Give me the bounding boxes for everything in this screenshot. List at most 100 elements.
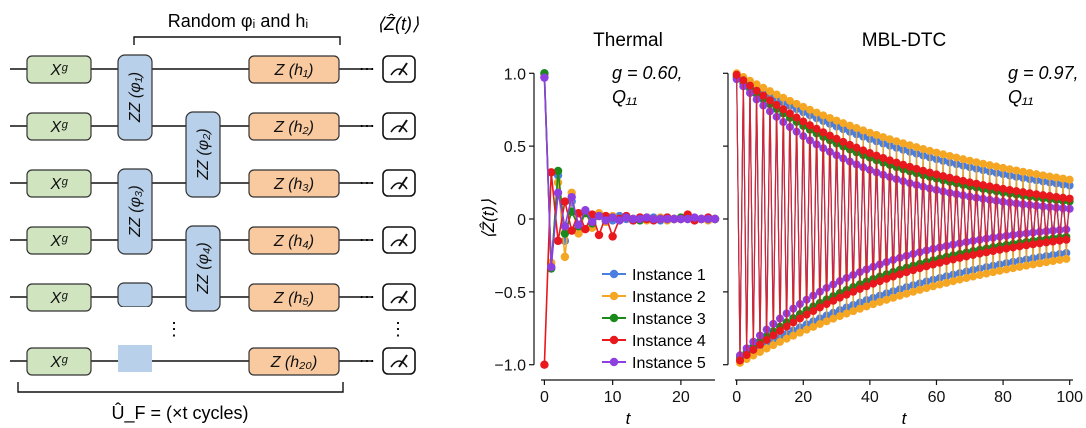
data-point: [789, 331, 798, 340]
data-point: [965, 178, 974, 187]
data-point: [855, 304, 864, 313]
data-point: [979, 181, 988, 190]
measurement-icon: [382, 112, 416, 140]
data-point: [999, 163, 1008, 172]
data-point: [802, 310, 811, 319]
data-point: [540, 360, 549, 369]
data-point: [1015, 262, 1024, 271]
data-point: [859, 146, 868, 155]
data-point: [952, 190, 961, 199]
svg-text:Xᵍ: Xᵍ: [50, 62, 69, 79]
data-point: [1019, 188, 1028, 197]
data-point: [832, 134, 841, 143]
data-point: [762, 335, 771, 344]
data-point: [949, 277, 958, 286]
data-point: [1025, 168, 1034, 177]
data-point: [942, 257, 951, 266]
measure-header: ⟨Ẑ(t)⟩: [377, 14, 419, 34]
chart-annotation: Q₁₁: [1008, 87, 1034, 107]
data-point: [839, 119, 848, 128]
data-point: [1022, 261, 1031, 270]
data-point: [889, 272, 898, 281]
data-point: [1009, 264, 1018, 273]
data-point: [782, 334, 791, 343]
data-point: [835, 312, 844, 321]
data-point: [749, 351, 758, 360]
data-point: [905, 141, 914, 150]
data-point: [849, 287, 858, 296]
data-point: [1059, 204, 1068, 213]
data-point: [932, 148, 941, 157]
legend: Instance 1 Instance 2 Instance 3 Instance 4…: [602, 267, 706, 372]
data-point: [792, 99, 801, 108]
data-point: [1055, 255, 1064, 264]
data-point: [690, 213, 699, 222]
data-point: [959, 155, 968, 164]
ellipsis-dots: ⋯: [359, 61, 375, 78]
data-point: [1059, 193, 1068, 202]
data-point: [802, 325, 811, 334]
data-point: [1032, 201, 1041, 210]
data-point: [842, 309, 851, 318]
svg-text:Xᵍ: Xᵍ: [50, 176, 69, 193]
legend-label: Instance 3: [632, 311, 706, 328]
data-point: [540, 73, 549, 82]
data-point: [995, 245, 1004, 254]
data-point: [932, 170, 941, 179]
data-point: [789, 318, 798, 327]
data-point: [829, 314, 838, 323]
data-point: [759, 83, 768, 92]
data-point: [965, 192, 974, 201]
ellipsis-dots: ⋯: [359, 289, 375, 306]
data-point: [962, 274, 971, 283]
data-point: [795, 314, 804, 323]
data-point: [1019, 167, 1028, 176]
y-axis-label: ⟨Ẑ(t)⟩: [479, 199, 498, 239]
data-point: [892, 137, 901, 146]
data-point: [1029, 260, 1038, 269]
svg-text:Xᵍ: Xᵍ: [50, 233, 69, 250]
x-gate: Xᵍ: [26, 283, 92, 312]
data-point: [594, 230, 604, 240]
z-gate: Z (h₅): [248, 283, 340, 312]
data-point: [779, 93, 788, 102]
data-point: [985, 182, 994, 191]
data-point: [809, 306, 818, 315]
z-gate: Z (h₁): [248, 55, 340, 84]
data-point: [932, 185, 941, 194]
data-point: [895, 270, 904, 279]
chart-axes: 0 10 20 t −1.0 −0.5 0 0.5 1.0 Thermal: [494, 30, 715, 428]
data-point: [912, 143, 921, 152]
data-point: [909, 287, 918, 296]
data-point: [775, 326, 784, 335]
data-point: [1039, 171, 1048, 180]
ellipsis-dots: ⋯: [359, 118, 375, 135]
y-tick-label: −1.0: [494, 358, 526, 375]
data-point: [785, 109, 794, 118]
ellipsis-dots: ⋯: [359, 175, 375, 192]
data-point: [1065, 194, 1074, 203]
data-point: [1029, 240, 1038, 249]
data-point: [560, 229, 570, 238]
data-point: [1035, 259, 1044, 268]
data-point: [745, 81, 754, 90]
data-point: [683, 214, 692, 224]
y-tick-label: 1.0: [504, 66, 526, 83]
chart-annotation: Q₁₁: [612, 87, 638, 107]
data-point: [1029, 228, 1038, 237]
zz-gate: ZZ (φ₄): [185, 225, 221, 312]
data-point: [765, 87, 774, 96]
data-point: [782, 322, 791, 331]
header-bracket: [133, 36, 341, 45]
data-point: [852, 124, 861, 133]
legend-label: Instance 5: [632, 355, 706, 372]
data-point: [929, 244, 938, 253]
data-point: [982, 248, 991, 257]
data-point: [969, 236, 978, 245]
x-axis-label: t: [902, 409, 908, 428]
data-point: [852, 143, 861, 152]
legend-label: Instance 4: [632, 333, 706, 350]
data-point: [1052, 173, 1061, 182]
data-point: [812, 124, 821, 133]
data-point: [959, 176, 968, 185]
